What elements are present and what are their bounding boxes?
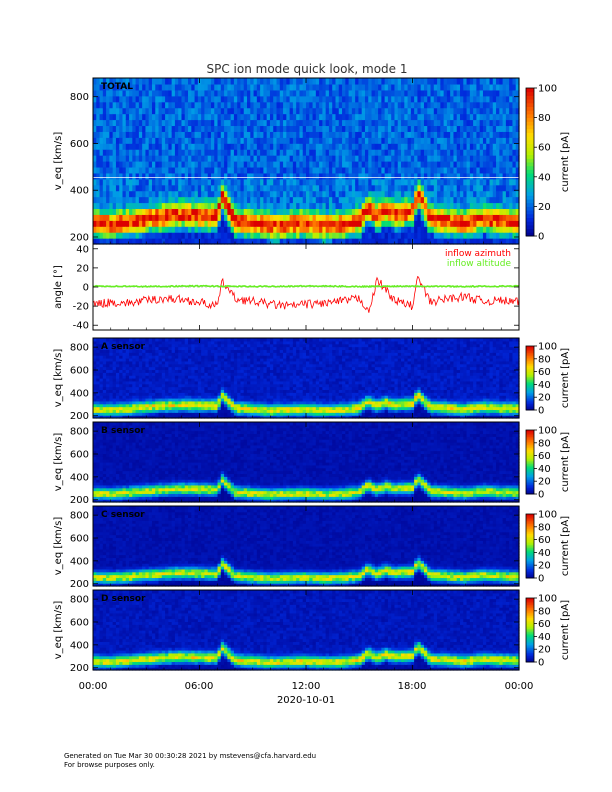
colorbar-tick-label: 0 — [538, 232, 544, 243]
colorbar-segment — [526, 210, 534, 214]
colorbar-segment — [526, 218, 534, 222]
colorbar-segment — [526, 132, 534, 136]
colorbar-segment — [526, 199, 534, 203]
colorbar-tick-label: 20 — [538, 202, 551, 213]
y-tick-label: 800 — [70, 92, 89, 103]
colorbar-segment — [526, 151, 534, 155]
y-tick-label: 20 — [76, 263, 89, 274]
colorbar-segment — [526, 92, 534, 96]
colorbar-segment — [526, 203, 534, 207]
colorbar-tick-label: 40 — [538, 172, 551, 183]
y-tick-label: 400 — [70, 186, 89, 197]
figure-title: SPC ion mode quick look, mode 1 — [207, 62, 408, 76]
colorbar-segment — [526, 158, 534, 162]
colorbar-segment — [526, 214, 534, 218]
colorbar-segment — [526, 177, 534, 181]
colorbar-segment — [526, 229, 534, 233]
colorbar-tick-label: 60 — [538, 143, 551, 154]
colorbar-segment — [526, 206, 534, 210]
y-tick-label: 0 — [83, 283, 89, 294]
legend-entry: inflow altitude — [447, 259, 512, 269]
panel-label: TOTAL — [101, 82, 133, 92]
colorbar-segment — [526, 192, 534, 196]
y-axis-label: angle [°] — [53, 265, 64, 309]
colorbar-segment — [526, 129, 534, 133]
y-tick-label: -20 — [73, 302, 89, 313]
colorbar-segment — [526, 181, 534, 185]
y-tick-label: 40 — [76, 244, 89, 255]
colorbar-segment — [526, 118, 534, 122]
colorbar-segment — [526, 166, 534, 170]
legend-entry: inflow azimuth — [445, 249, 511, 259]
colorbar-label: current [pA] — [560, 132, 571, 192]
y-axis-label: v_eq [km/s] — [53, 132, 64, 191]
series-line-inflow-altitude — [93, 286, 519, 287]
colorbar-segment — [526, 162, 534, 166]
colorbar-segment — [526, 107, 534, 111]
y-tick-label: -40 — [73, 321, 89, 332]
colorbar-segment — [526, 173, 534, 177]
colorbar-segment — [526, 125, 534, 129]
colorbar-segment — [526, 99, 534, 103]
colorbar-segment — [526, 121, 534, 125]
colorbar-segment — [526, 103, 534, 107]
colorbar-segment — [526, 225, 534, 229]
y-tick-label: 200 — [70, 232, 89, 243]
colorbar-segment — [526, 184, 534, 188]
y-tick-label: 600 — [70, 139, 89, 150]
colorbar-segment — [526, 140, 534, 144]
colorbar-segment — [526, 195, 534, 199]
colorbar-tick-label: 100 — [538, 84, 557, 95]
colorbar-tick-label: 80 — [538, 113, 551, 124]
colorbar-segment — [526, 221, 534, 225]
colorbar-segment — [526, 136, 534, 140]
colorbar-segment — [526, 144, 534, 148]
colorbar-segment — [526, 95, 534, 99]
colorbar-segment — [526, 155, 534, 159]
colorbar-segment — [526, 88, 534, 92]
colorbar-segment — [526, 169, 534, 173]
series-line-inflow-azimuth — [93, 277, 519, 313]
colorbar-segment — [526, 114, 534, 118]
colorbar-segment — [526, 110, 534, 114]
colorbar-segment — [526, 188, 534, 192]
colorbar-segment — [526, 147, 534, 151]
